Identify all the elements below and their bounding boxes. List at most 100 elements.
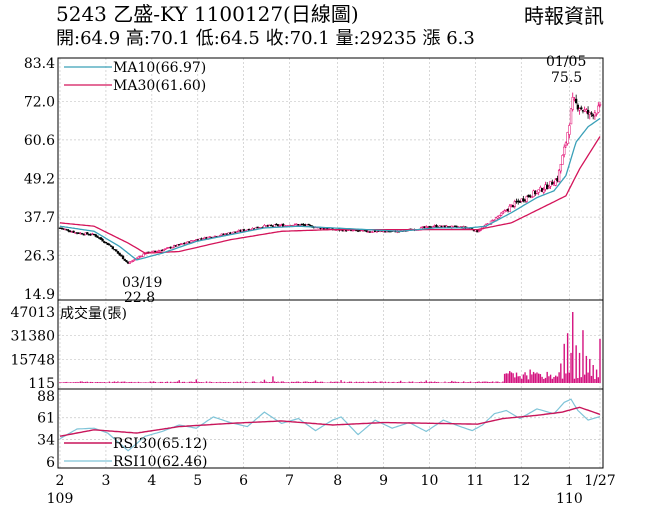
volume-tick-label: 47013 [10, 305, 55, 321]
volume-bar [214, 382, 216, 383]
candle-body [101, 238, 104, 242]
rsi-tick-label: 61 [37, 411, 55, 427]
candle-body [132, 260, 135, 262]
volume-bar [491, 381, 494, 383]
x-tick-label: 4 [147, 473, 156, 489]
volume-bar [531, 374, 533, 383]
candle-body [542, 189, 545, 193]
volume-bar [328, 382, 330, 383]
volume-bar [399, 380, 402, 383]
volume-bar [422, 382, 424, 383]
volume-bar [515, 372, 518, 383]
volume-bar [64, 381, 66, 383]
candle-body [128, 261, 131, 264]
volume-bar [103, 382, 105, 383]
volume-bar [434, 381, 436, 383]
volume-bar [359, 381, 361, 383]
volume-bar [175, 381, 177, 383]
volume-bar [86, 381, 88, 383]
rsi-tick-label: 88 [37, 389, 55, 405]
chart-frame [57, 57, 604, 469]
volume-bar [100, 381, 102, 383]
volume-bar [398, 381, 400, 383]
volume-bar [342, 382, 344, 383]
volume-bar [456, 381, 458, 383]
candle-body [120, 254, 123, 257]
volume-bar [137, 381, 140, 383]
volume-bar [423, 381, 426, 383]
volume-bar [141, 382, 143, 383]
x-tick-label: 10 [421, 473, 439, 489]
volume-bar [238, 382, 240, 383]
candle-body [164, 248, 167, 250]
volume-bar [166, 381, 169, 383]
volume-bar [76, 381, 78, 383]
volume-bar [568, 372, 571, 383]
volume-bar [388, 381, 390, 383]
volume-bar [71, 382, 73, 383]
x-tick-label: 6 [239, 473, 248, 489]
source-brand: 時報資訊 [524, 4, 604, 28]
volume-bar [267, 382, 269, 383]
candle-body [513, 201, 516, 207]
volume-bar [255, 382, 257, 383]
volume-bar [323, 382, 325, 383]
low-value-annotation: 22.8 [124, 290, 155, 306]
grid-lines [58, 58, 603, 468]
volume-bar [544, 377, 547, 383]
candle-body [96, 235, 99, 238]
volume-bar [510, 372, 513, 383]
candle-body [116, 251, 120, 254]
volume-bar [578, 352, 581, 383]
volume-bar [280, 381, 283, 383]
volume-bar [451, 380, 453, 383]
volume-bar [382, 382, 385, 383]
volume-bar [519, 376, 521, 383]
volume-bar [292, 381, 295, 383]
volume-bar [435, 382, 438, 383]
volume-bar [338, 382, 341, 383]
candle-body [501, 211, 505, 214]
volume-bar [88, 382, 90, 383]
volume-bar [350, 381, 352, 383]
volume-bar [275, 382, 278, 383]
volume-bar [253, 381, 255, 383]
volume-bar [575, 345, 577, 383]
volume-bar [72, 382, 75, 383]
volume-bar [330, 381, 332, 383]
volume-bar [556, 376, 559, 383]
volume-bar [302, 381, 305, 383]
volume-bar [480, 382, 482, 383]
volume-bar [553, 377, 555, 383]
volume-bar [122, 381, 124, 383]
volume-bar [481, 381, 484, 383]
volume-bar [62, 382, 65, 383]
candle-body [576, 104, 580, 110]
volume-bar [234, 382, 237, 383]
volume-bar [229, 382, 232, 383]
volume-bar [224, 382, 226, 383]
volume-bar [144, 382, 146, 383]
volume-bar [146, 382, 148, 383]
volume-bar [113, 381, 116, 383]
candle-body [503, 210, 506, 213]
volume-bar [299, 382, 301, 383]
volume-bar [408, 381, 410, 383]
volume-bar [296, 381, 298, 383]
candle-body [365, 229, 368, 232]
volume-bar [134, 381, 136, 383]
volume-bar [354, 382, 356, 383]
volume-bar [490, 381, 492, 383]
volume-bar [308, 381, 310, 383]
volume-bar [89, 381, 92, 383]
volume-bar [365, 382, 368, 383]
volume-bar [340, 380, 342, 383]
volume-bar [185, 382, 187, 383]
volume-bar [457, 381, 460, 383]
price-axis: 83.4 72.0 60.6 49.2 37.7 26.3 14.9 [24, 56, 55, 303]
volume-bar [304, 381, 306, 383]
candle-body [142, 253, 145, 257]
volume-bar [520, 378, 523, 383]
volume-bar [66, 381, 68, 383]
volume-bar [251, 381, 254, 383]
